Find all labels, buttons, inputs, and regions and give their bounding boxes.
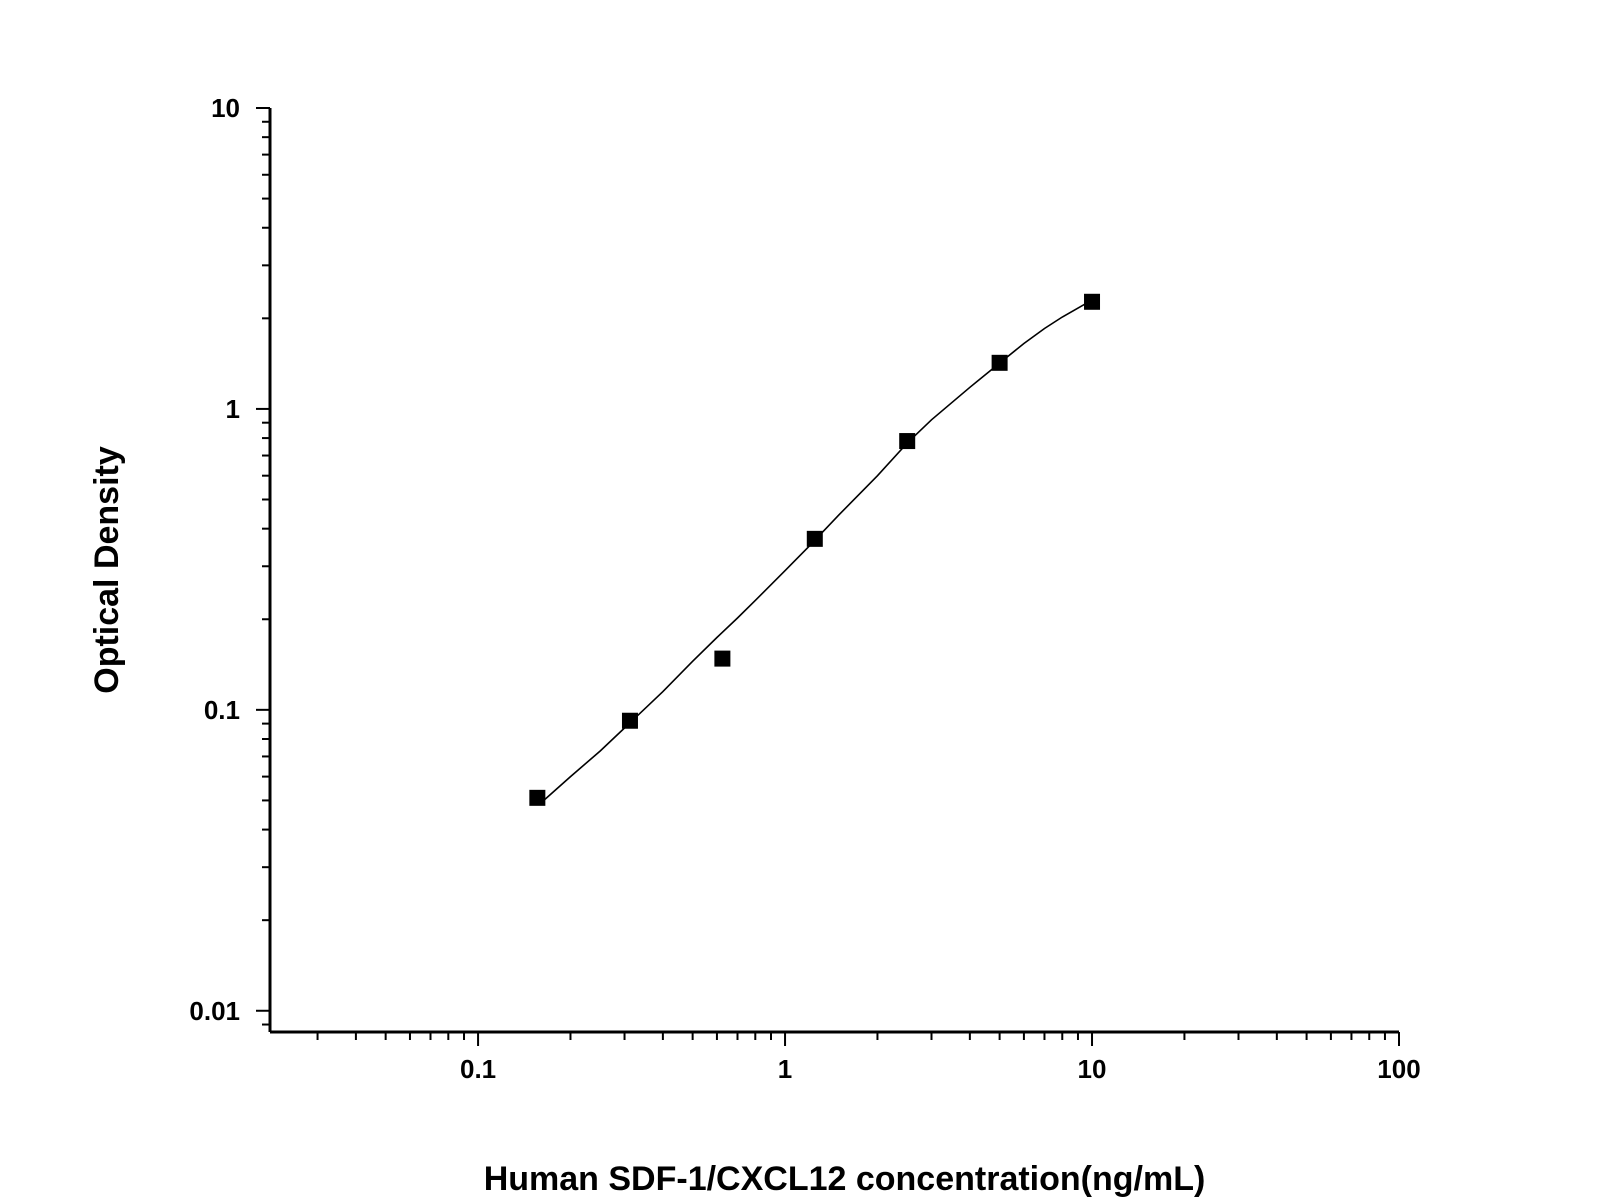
axes	[268, 108, 1399, 1034]
x-tick-label: 0.1	[460, 1054, 496, 1084]
y-tick-label: 1	[226, 394, 240, 424]
data-point	[1084, 293, 1101, 310]
data-point	[621, 712, 638, 729]
data-point	[991, 354, 1008, 371]
axis-ticks	[256, 107, 1400, 1046]
y-tick-label: 0.1	[204, 695, 240, 725]
x-tick-label: 10	[1078, 1054, 1107, 1084]
x-axis-title: Human SDF-1/CXCL12 concentration(ng/mL)	[484, 1160, 1206, 1198]
data-point	[899, 433, 916, 450]
data-points	[529, 293, 1101, 806]
x-tick-label: 1	[778, 1054, 792, 1084]
x-tick-label: 100	[1377, 1054, 1420, 1084]
y-tick-label: 10	[211, 93, 240, 123]
y-tick-label: 0.01	[189, 996, 240, 1026]
y-axis-title: Optical Density	[88, 446, 126, 694]
data-point	[714, 650, 731, 667]
tick-labels: 0.1 1 10 100 0.01 0.1 1 10	[189, 93, 1420, 1084]
data-point	[806, 530, 823, 547]
data-point	[529, 789, 546, 806]
